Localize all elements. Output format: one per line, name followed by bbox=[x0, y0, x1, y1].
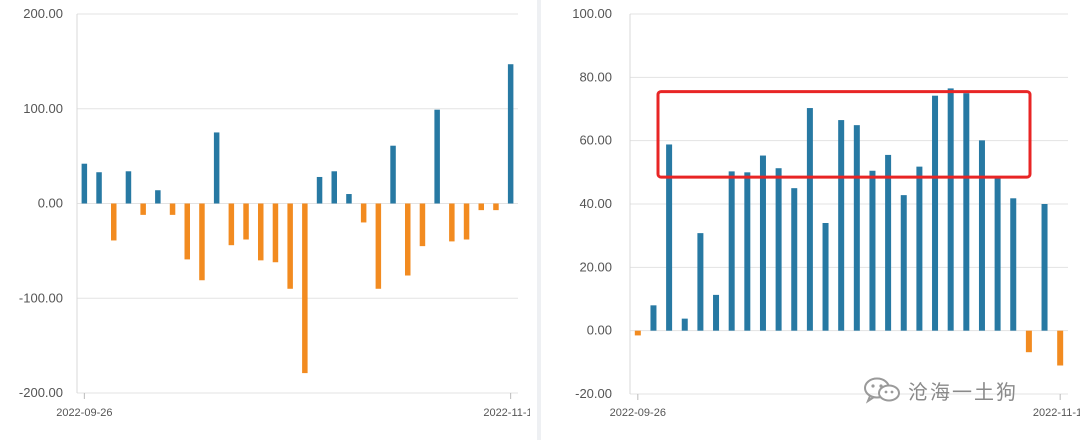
bar-negative bbox=[140, 203, 146, 215]
x-tick-label: 2022-11-11 bbox=[1033, 407, 1080, 419]
bar-negative bbox=[449, 203, 455, 242]
y-tick-label: 0.00 bbox=[38, 196, 63, 211]
bar-negative bbox=[419, 203, 426, 247]
wechat-icon bbox=[862, 375, 902, 405]
bar-negative bbox=[463, 203, 470, 240]
bar-negative bbox=[1057, 330, 1064, 366]
bar-positive bbox=[822, 223, 829, 331]
bar-positive bbox=[994, 177, 1001, 331]
bar-positive bbox=[331, 171, 337, 204]
watermark-text: 沧海一土狗 bbox=[908, 379, 1018, 404]
bar-negative bbox=[375, 203, 382, 289]
bar-negative bbox=[1025, 330, 1032, 353]
bar-positive bbox=[681, 318, 688, 331]
y-tick-label: -20.00 bbox=[575, 386, 612, 401]
bar-positive bbox=[434, 109, 440, 204]
bar-negative bbox=[405, 203, 411, 276]
highlight-box bbox=[656, 90, 1032, 179]
bar-positive bbox=[963, 93, 970, 331]
bar-positive bbox=[728, 171, 735, 331]
bar-positive bbox=[81, 163, 88, 204]
bar-positive bbox=[316, 176, 323, 204]
y-tick-label: 200.00 bbox=[23, 6, 63, 21]
bar-negative bbox=[169, 203, 176, 215]
bar-negative bbox=[634, 330, 641, 336]
y-tick-label: -200.00 bbox=[19, 385, 63, 400]
bar-positive bbox=[869, 170, 876, 331]
bar-positive bbox=[666, 144, 673, 331]
right-bar-chart: 100.00 80.00 60.00 40.00 20.00 0.00 -20.00 2022… bbox=[572, 6, 1080, 419]
bar-negative bbox=[111, 203, 117, 241]
x-tick-label: 2022-09-26 bbox=[56, 407, 112, 419]
bar-positive bbox=[650, 305, 657, 331]
bar-positive bbox=[390, 145, 396, 204]
bar-positive bbox=[346, 194, 352, 204]
y-tick-label: 20.00 bbox=[579, 259, 612, 274]
watermark: 沧海一土狗 bbox=[862, 372, 1018, 408]
bar-positive bbox=[759, 155, 766, 331]
y-tick-label: 100.00 bbox=[23, 101, 63, 116]
bar-negative bbox=[287, 203, 293, 289]
bar-negative bbox=[302, 203, 308, 374]
bar-negative bbox=[184, 203, 190, 260]
left-chart-panel: 200.00 100.00 0.00 -100.00 -200.00 2022-09-26… bbox=[0, 0, 538, 440]
bar-positive bbox=[507, 64, 514, 204]
bar-positive bbox=[96, 172, 102, 204]
bar-positive bbox=[791, 188, 798, 331]
bar-positive bbox=[155, 190, 161, 204]
bar-positive bbox=[775, 168, 782, 331]
bar-negative bbox=[478, 203, 484, 211]
bar-negative bbox=[258, 203, 264, 261]
bar-positive bbox=[1041, 204, 1048, 331]
panel-divider bbox=[537, 0, 541, 440]
bar-negative bbox=[272, 203, 279, 263]
bar-positive bbox=[744, 172, 751, 331]
bar-positive bbox=[1010, 198, 1017, 331]
x-tick-label: 2022-11-11 bbox=[483, 407, 530, 419]
y-tick-label: -100.00 bbox=[19, 290, 63, 305]
bar-negative bbox=[199, 203, 205, 281]
right-chart-panel: 100.00 80.00 60.00 40.00 20.00 0.00 -20.00 2022… bbox=[550, 0, 1080, 440]
y-tick-label: 40.00 bbox=[579, 196, 612, 211]
y-tick-label: 60.00 bbox=[579, 133, 612, 148]
bar-negative bbox=[228, 203, 235, 246]
bar-positive bbox=[853, 125, 860, 331]
y-tick-label: 0.00 bbox=[587, 323, 612, 338]
bar-positive bbox=[885, 154, 892, 331]
bar-positive bbox=[978, 140, 985, 331]
bar-positive bbox=[900, 195, 907, 331]
bar-positive bbox=[916, 166, 923, 331]
bar-positive bbox=[947, 88, 954, 331]
bar-negative bbox=[243, 203, 249, 240]
bar-positive bbox=[806, 108, 813, 331]
bar-positive bbox=[697, 233, 704, 331]
bar-positive bbox=[713, 294, 720, 331]
bar-positive bbox=[932, 95, 939, 331]
y-tick-label: 100.00 bbox=[572, 6, 612, 21]
bar-negative bbox=[493, 203, 499, 211]
x-tick-label: 2022-09-26 bbox=[610, 407, 666, 419]
left-bar-chart: 200.00 100.00 0.00 -100.00 -200.00 2022-09-26… bbox=[19, 6, 538, 419]
bar-positive bbox=[213, 132, 220, 204]
bar-positive bbox=[838, 120, 845, 331]
bar-positive bbox=[125, 171, 132, 204]
bar-negative bbox=[360, 203, 367, 223]
y-tick-label: 80.00 bbox=[579, 69, 612, 84]
